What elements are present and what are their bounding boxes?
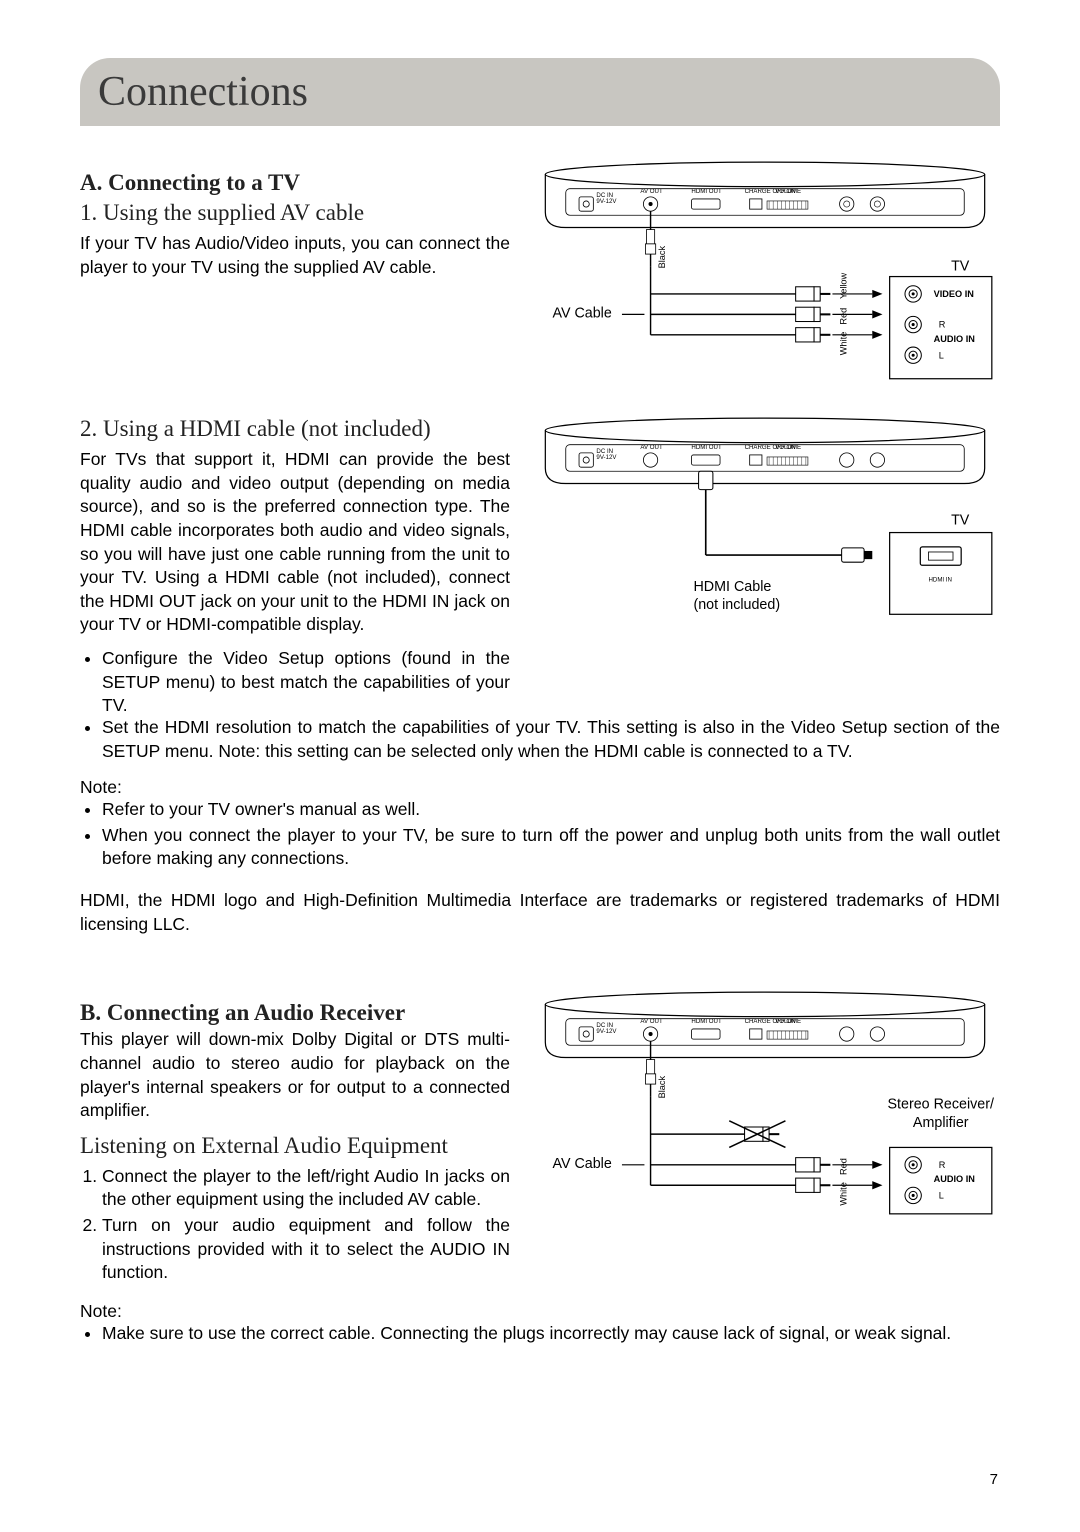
note-label-b: Note: [80, 1301, 1000, 1322]
diagram-audio-receiver: DC IN 9V-12V AV OUT HDMI OUT CHARGE OFF … [530, 986, 1000, 1221]
page-number: 7 [990, 1471, 998, 1488]
bullet: Set the HDMI resolution to match the cap… [102, 716, 1000, 763]
section-a-heading: A. Connecting to a TV [80, 170, 510, 196]
svg-text:Black: Black [657, 246, 667, 269]
svg-text:9V-12V: 9V-12V [596, 198, 617, 205]
title-banner: Connections [80, 58, 1000, 126]
svg-text:Amplifier: Amplifier [913, 1115, 969, 1131]
note-label: Note: [80, 777, 1000, 798]
svg-text:VOLUME: VOLUME [775, 444, 801, 451]
svg-text:(not included): (not included) [693, 597, 780, 613]
section-a1-heading: 1. Using the supplied AV cable [80, 200, 510, 226]
svg-text:Red: Red [839, 1158, 849, 1175]
section-a2-notes: Refer to your TV owner's manual as well.… [80, 798, 1000, 871]
section-b-heading: B. Connecting an Audio Receiver [80, 1000, 510, 1026]
section-b-row: B. Connecting an Audio Receiver This pla… [80, 986, 1000, 1287]
svg-text:HDMI OUT: HDMI OUT [691, 1018, 722, 1025]
svg-text:9V-12V: 9V-12V [596, 454, 617, 461]
svg-text:Red: Red [839, 308, 849, 325]
section-a-row2: 2. Using a HDMI cable (not included) For… [80, 412, 1000, 720]
svg-text:Black: Black [657, 1076, 667, 1099]
svg-text:VIDEO IN: VIDEO IN [934, 289, 975, 299]
svg-text:R: R [939, 1160, 946, 1170]
section-a2-heading: 2. Using a HDMI cable (not included) [80, 416, 510, 442]
bullet: Configure the Video Setup options (found… [102, 647, 510, 718]
svg-text:HDMI IN: HDMI IN [928, 577, 951, 584]
svg-text:HDMI OUT: HDMI OUT [691, 188, 722, 195]
note-item: Refer to your TV owner's manual as well. [102, 798, 1000, 822]
trademark-text: HDMI, the HDMI logo and High-Definition … [80, 889, 1000, 936]
section-a-row1: A. Connecting to a TV 1. Using the suppl… [80, 156, 1000, 396]
step: Turn on your audio equipment and follow … [102, 1214, 510, 1285]
svg-text:L: L [939, 350, 944, 360]
svg-text:AV OUT: AV OUT [640, 1018, 663, 1025]
page-title: Connections [98, 68, 982, 116]
diagram-av-cable: DC IN 9V-12V AV OUT HDMI OUT CHARGE OFF … [530, 156, 1000, 391]
svg-text:Yellow: Yellow [839, 272, 849, 299]
svg-text:AV OUT: AV OUT [640, 188, 663, 195]
section-a2-text: For TVs that support it, HDMI can provid… [80, 448, 510, 637]
svg-text:Stereo Receiver/: Stereo Receiver/ [887, 1097, 994, 1113]
svg-text:AV Cable: AV Cable [552, 305, 611, 321]
section-b-notes: Make sure to use the correct cable. Conn… [80, 1322, 1000, 1346]
section-a1-text: If your TV has Audio/Video inputs, you c… [80, 232, 510, 279]
svg-text:HDMI OUT: HDMI OUT [691, 444, 722, 451]
svg-text:TV: TV [951, 512, 970, 528]
section-b-text: This player will down-mix Dolby Digital … [80, 1028, 510, 1123]
diagram-hdmi: DC IN 9V-12V AV OUT HDMI OUT CHARGE OFF … [530, 412, 1000, 637]
svg-text:HDMI Cable: HDMI Cable [693, 579, 771, 595]
svg-text:VOLUME: VOLUME [775, 1018, 801, 1025]
section-a2-bullets-wide: Set the HDMI resolution to match the cap… [80, 716, 1000, 763]
svg-text:R: R [939, 320, 946, 330]
section-b-sub-heading: Listening on External Audio Equipment [80, 1133, 510, 1159]
section-a2-bullets-narrow: Configure the Video Setup options (found… [80, 647, 510, 718]
step: Connect the player to the left/right Aud… [102, 1165, 510, 1212]
svg-text:TV: TV [951, 258, 970, 274]
svg-text:L: L [939, 1191, 944, 1201]
svg-text:9V-12V: 9V-12V [596, 1028, 617, 1035]
svg-text:AV OUT: AV OUT [640, 444, 663, 451]
svg-text:VOLUME: VOLUME [775, 188, 801, 195]
note-item: When you connect the player to your TV, … [102, 824, 1000, 871]
svg-text:AUDIO IN: AUDIO IN [934, 334, 976, 344]
svg-text:AUDIO IN: AUDIO IN [934, 1174, 976, 1184]
svg-text:AV Cable: AV Cable [552, 1156, 611, 1172]
section-b-steps: Connect the player to the left/right Aud… [80, 1165, 510, 1285]
note-item: Make sure to use the correct cable. Conn… [102, 1322, 1000, 1346]
